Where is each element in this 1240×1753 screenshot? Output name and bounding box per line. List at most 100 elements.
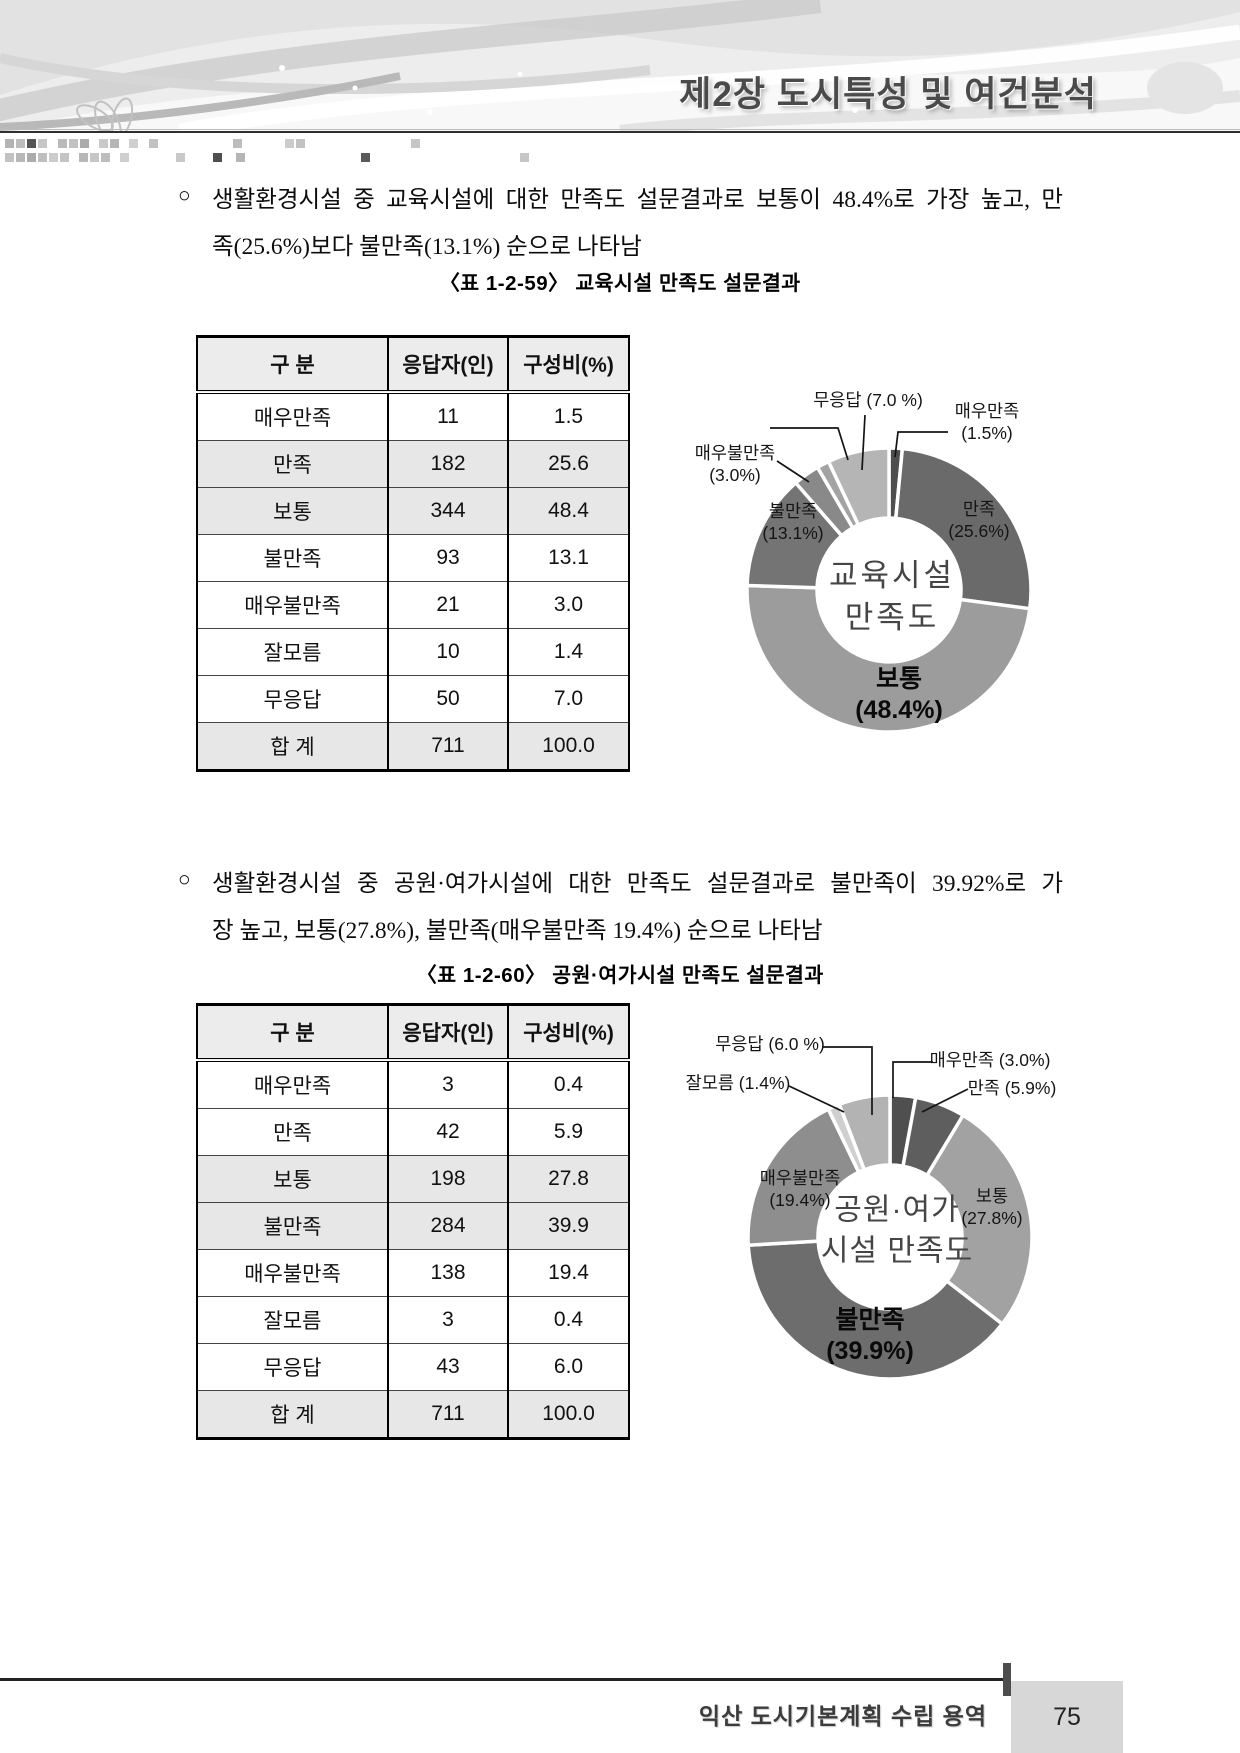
page-number-box: 75 [1011,1681,1123,1753]
header-wave-decoration [0,0,1240,131]
table-cell: 합 계 [197,722,388,771]
table-cell: 100.0 [507,1390,629,1439]
table-row: 합 계 711 100.0 [197,722,629,771]
donut-segment-만족 [894,446,1033,611]
label-leader-lines [788,1046,969,1115]
bullet-marker: ○ [178,183,191,207]
bullet-marker: ○ [178,867,191,891]
table-cell: 7.0 [507,675,629,723]
table-row: 매우불만족 21 3.0 [197,581,629,629]
chart-label-bulmanjok: 불만족 (13.1%) [762,501,824,543]
table-cell: 매우만족 [253,407,332,430]
table-cell: 25.6 [507,440,629,488]
table-cell: 93 [387,534,508,582]
table-row: 잘모름 3 0.4 [197,1296,629,1344]
donut-chart-park-slices [746,1093,1034,1381]
table-cell: 19.4 [507,1249,629,1297]
table-cell: 매우불만족 [197,1249,388,1297]
table-cell: 0.4 [507,1296,629,1344]
table-cell: 무응답 [197,1343,388,1391]
table-cell: 0.4 [507,1060,629,1109]
bullet-text-line: 생활환경시설 중 공원·여가시설에 대한 만족도 설문결과로 불만족이 39.9… [212,871,1063,897]
table-cell: 3 [387,1060,508,1109]
donut-segment-보통 [925,1113,1034,1326]
table-cell: 10 [387,628,508,676]
donut-chart-education: 무응답 (7.0 %) 매우만족 (1.5%) 매우불만족 (3.0%) 불만족… [649,365,1129,815]
table-education-satisfaction: 구 분 응답자(인) 구성비(%) 매우만족 11 1.5 만족 182 25.6 보통 34… [196,335,630,772]
table-cell: 1.5 [507,392,629,441]
table-cell: 100.0 [507,722,629,771]
chart-label-maeubulmanjok: 매우불만족 (19.4%) [759,1168,841,1210]
bullet-paragraph-park: ○ 생활환경시설 중 공원·여가시설에 대한 만족도 설문결과로 불만족이 39… [178,864,1064,958]
table-cell: 11 [387,392,508,441]
table-cell: 매우불만족 [197,581,388,629]
table-header-row: 구 분 응답자(인) 구성비(%) [197,1004,629,1062]
table-row: 보통 344 48.4 [197,487,629,535]
header-divider-line [0,131,1240,133]
table-row: 만족 182 25.6 [197,440,629,488]
donut-chart-education-slices [745,446,1033,734]
table-cell: 198 [387,1155,508,1203]
table-row: 합 계 711 100.0 [197,1390,629,1439]
table-cell: 39.9 [507,1202,629,1250]
table-cell: 711 [387,1390,508,1439]
table-row: 매우불만족 138 19.4 [197,1249,629,1297]
chart-label-manjok: 만족 (5.9%) [967,1078,1057,1099]
table-cell: 잘모름 [197,628,388,676]
table-cell: 138 [387,1249,508,1297]
column-header: 응답자(인) [387,336,508,394]
bullet-text-line: 족(25.6%)보다 불만족(13.1%) 순으로 나타남 [212,234,642,260]
chart-label-manjok: 만족 (25.6%) [948,499,1010,541]
header-divider-light [0,129,1240,130]
table-cell: 5.9 [507,1108,629,1156]
table-row: 잘모름 10 1.4 [197,628,629,676]
table-cell: 27.8 [507,1155,629,1203]
chart-label-botong: 보통 (27.8%) [961,1186,1023,1228]
chart-label-mueungdap: 무응답 (7.0 %) [813,390,923,411]
table-row: 불만족 93 13.1 [197,534,629,582]
bullet-text-line: 생활환경시설 중 교육시설에 대한 만족도 설문결과로 보통이 48.4%로 가… [212,187,1063,213]
table-cell: 불만족 [197,1202,388,1250]
column-header: 구 분 [197,1004,388,1062]
table-cell: 합 계 [197,1390,388,1439]
table-cell: 3 [387,1296,508,1344]
table-cell: 만족 [197,440,388,488]
flower-doodle [76,97,134,131]
table-row: 매우만족 11 1.5 [197,392,629,441]
table-cell: 불만족 [197,534,388,582]
footer-tick-mark [1003,1663,1011,1696]
bullet-paragraph-education: ○ 생활환경시설 중 교육시설에 대한 만족도 설문결과로 보통이 48.4%로… [178,180,1064,274]
column-header: 구 분 [197,336,388,394]
table-cell: 21 [387,581,508,629]
chart-label-maeumanjok: 매우만족 (3.0%) [929,1050,1051,1071]
footer-divider-line [0,1678,1006,1681]
table-cell: 48.4 [507,487,629,535]
table-row: 불만족 284 39.9 [197,1202,629,1250]
table-title-education: 〈표 1-2-59〉 교육시설 만족도 설문결과 [439,272,801,295]
page-number: 75 [1053,1702,1081,1731]
donut-segment-불만족 [746,1239,1004,1381]
chart-label-maeumanjok: 매우만족 (1.5%) [954,401,1020,443]
table-cell: 6.0 [507,1343,629,1391]
chart-label-mueungdap: 무응답 (6.0 %) [715,1034,825,1055]
table-header-row: 구 분 응답자(인) 구성비(%) [197,336,629,394]
table-cell: 무응답 [197,675,388,723]
table-cell: 182 [387,440,508,488]
header-squares-decoration [5,139,529,162]
table-cell: 43 [387,1343,508,1391]
table-cell: 711 [387,722,508,771]
table-cell: 50 [387,675,508,723]
table-cell: 만족 [197,1108,388,1156]
column-header: 구성비(%) [507,336,629,394]
donut-chart-park: 무응답 (6.0 %) 잘모름 (1.4%) 매우만족 (3.0%) 만족 (5… [650,1012,1130,1462]
table-cell: 1.4 [507,628,629,676]
column-header: 응답자(인) [387,1004,508,1062]
donut-segment-무응답 [826,446,891,527]
chart-label-botong: 보통 (48.4%) [855,664,943,724]
bullet-text-line: 장 높고, 보통(27.8%), 불만족(매우불만족 19.4%) 순으로 나타… [212,918,823,944]
table-cell: 잘모름 [197,1296,388,1344]
header-band: 제2장 도시특성 및 여건분석 [0,0,1240,131]
table-cell: 284 [387,1202,508,1250]
table-cell: 344 [387,487,508,535]
column-header: 구성비(%) [507,1004,629,1062]
